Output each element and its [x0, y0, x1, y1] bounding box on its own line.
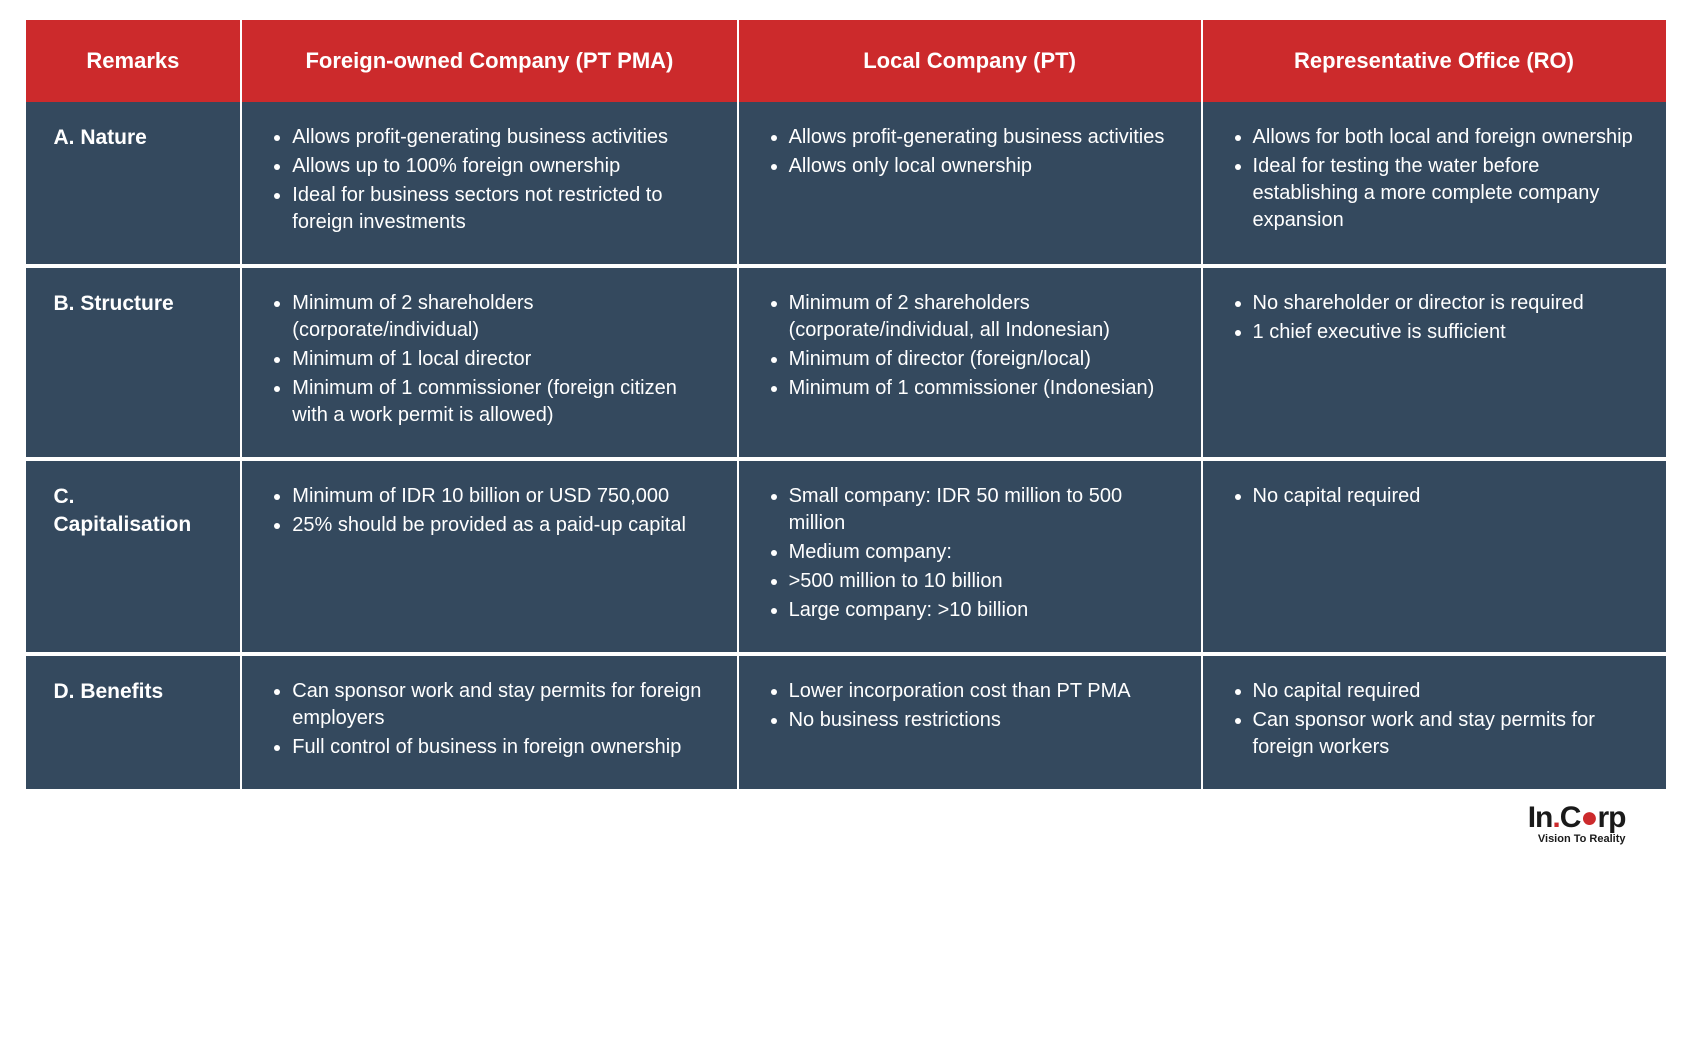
table-row: A. Nature Allows profit-generating busin…: [26, 102, 1666, 264]
cell-cap-ro: No capital required: [1202, 461, 1666, 652]
header-row: Remarks Foreign-owned Company (PT PMA) L…: [26, 20, 1666, 102]
list-item: Minimum of 1 local director: [292, 346, 712, 373]
list-item: Allows for both local and foreign owners…: [1253, 124, 1642, 151]
cell-nature-ro: Allows for both local and foreign owners…: [1202, 102, 1666, 264]
row-label-structure: B. Structure: [26, 268, 242, 457]
cell-ben-ro: No capital required Can sponsor work and…: [1202, 656, 1666, 789]
cell-structure-pt: Minimum of 2 shareholders (corporate/ind…: [738, 268, 1202, 457]
brand-tagline: Vision To Reality: [1528, 833, 1626, 845]
header-pt: Local Company (PT): [738, 20, 1202, 102]
cell-cap-ptpma: Minimum of IDR 10 billion or USD 750,000…: [241, 461, 737, 652]
list-item: Large company: >10 billion: [789, 597, 1177, 624]
row-label-capitalisation: C. Capitalisation: [26, 461, 242, 652]
list-item: Minimum of IDR 10 billion or USD 750,000: [292, 483, 712, 510]
list-item: No capital required: [1253, 678, 1642, 705]
list-item: Allows only local ownership: [789, 153, 1177, 180]
cell-nature-ptpma: Allows profit-generating business activi…: [241, 102, 737, 264]
list-item: Allows profit-generating business activi…: [292, 124, 712, 151]
brand-dot-icon: .: [1552, 801, 1559, 834]
brand-logo: In.C●rp Vision To Reality: [1528, 801, 1626, 845]
list-item: Ideal for business sectors not restricte…: [292, 182, 712, 236]
list-item: Minimum of 2 shareholders (corporate/ind…: [789, 290, 1177, 344]
list-item: >500 million to 10 billion: [789, 568, 1177, 595]
list-item: 1 chief executive is sufficient: [1253, 319, 1642, 346]
list-item: Minimum of 1 commissioner (Indonesian): [789, 375, 1177, 402]
cell-structure-ro: No shareholder or director is required 1…: [1202, 268, 1666, 457]
list-item: Small company: IDR 50 million to 500 mil…: [789, 483, 1177, 537]
list-item: No business restrictions: [789, 707, 1177, 734]
cell-structure-ptpma: Minimum of 2 shareholders (corporate/ind…: [241, 268, 737, 457]
table-row: D. Benefits Can sponsor work and stay pe…: [26, 656, 1666, 789]
table-row: C. Capitalisation Minimum of IDR 10 bill…: [26, 461, 1666, 652]
row-label-nature: A. Nature: [26, 102, 242, 264]
list-item: Full control of business in foreign owne…: [292, 734, 712, 761]
list-item: 25% should be provided as a paid-up capi…: [292, 512, 712, 539]
cell-ben-pt: Lower incorporation cost than PT PMA No …: [738, 656, 1202, 789]
table-row: B. Structure Minimum of 2 shareholders (…: [26, 268, 1666, 457]
brand-name: In.C●rp: [1528, 801, 1626, 835]
brand-pre: In: [1528, 801, 1553, 834]
list-item: Can sponsor work and stay permits for fo…: [292, 678, 712, 732]
table-body: A. Nature Allows profit-generating busin…: [26, 102, 1666, 789]
header-ro: Representative Office (RO): [1202, 20, 1666, 102]
comparison-table: Remarks Foreign-owned Company (PT PMA) L…: [26, 20, 1666, 789]
header-remarks: Remarks: [26, 20, 242, 102]
list-item: No shareholder or director is required: [1253, 290, 1642, 317]
list-item: Lower incorporation cost than PT PMA: [789, 678, 1177, 705]
list-item: Minimum of 2 shareholders (corporate/ind…: [292, 290, 712, 344]
list-item: Allows profit-generating business activi…: [789, 124, 1177, 151]
header-ptpma: Foreign-owned Company (PT PMA): [241, 20, 737, 102]
cell-cap-pt: Small company: IDR 50 million to 500 mil…: [738, 461, 1202, 652]
list-item: Minimum of 1 commissioner (foreign citiz…: [292, 375, 712, 429]
list-item: Minimum of director (foreign/local): [789, 346, 1177, 373]
comparison-table-container: Remarks Foreign-owned Company (PT PMA) L…: [26, 20, 1666, 789]
cell-nature-pt: Allows profit-generating business activi…: [738, 102, 1202, 264]
brand-end: rp: [1598, 801, 1626, 834]
row-label-benefits: D. Benefits: [26, 656, 242, 789]
list-item: No capital required: [1253, 483, 1642, 510]
cell-ben-ptpma: Can sponsor work and stay permits for fo…: [241, 656, 737, 789]
brand-dot-icon: ●: [1580, 801, 1597, 834]
brand-post: C: [1560, 801, 1581, 834]
list-item: Ideal for testing the water before estab…: [1253, 153, 1642, 234]
list-item: Allows up to 100% foreign ownership: [292, 153, 712, 180]
list-item: Medium company:: [789, 539, 1177, 566]
list-item: Can sponsor work and stay permits for fo…: [1253, 707, 1642, 761]
